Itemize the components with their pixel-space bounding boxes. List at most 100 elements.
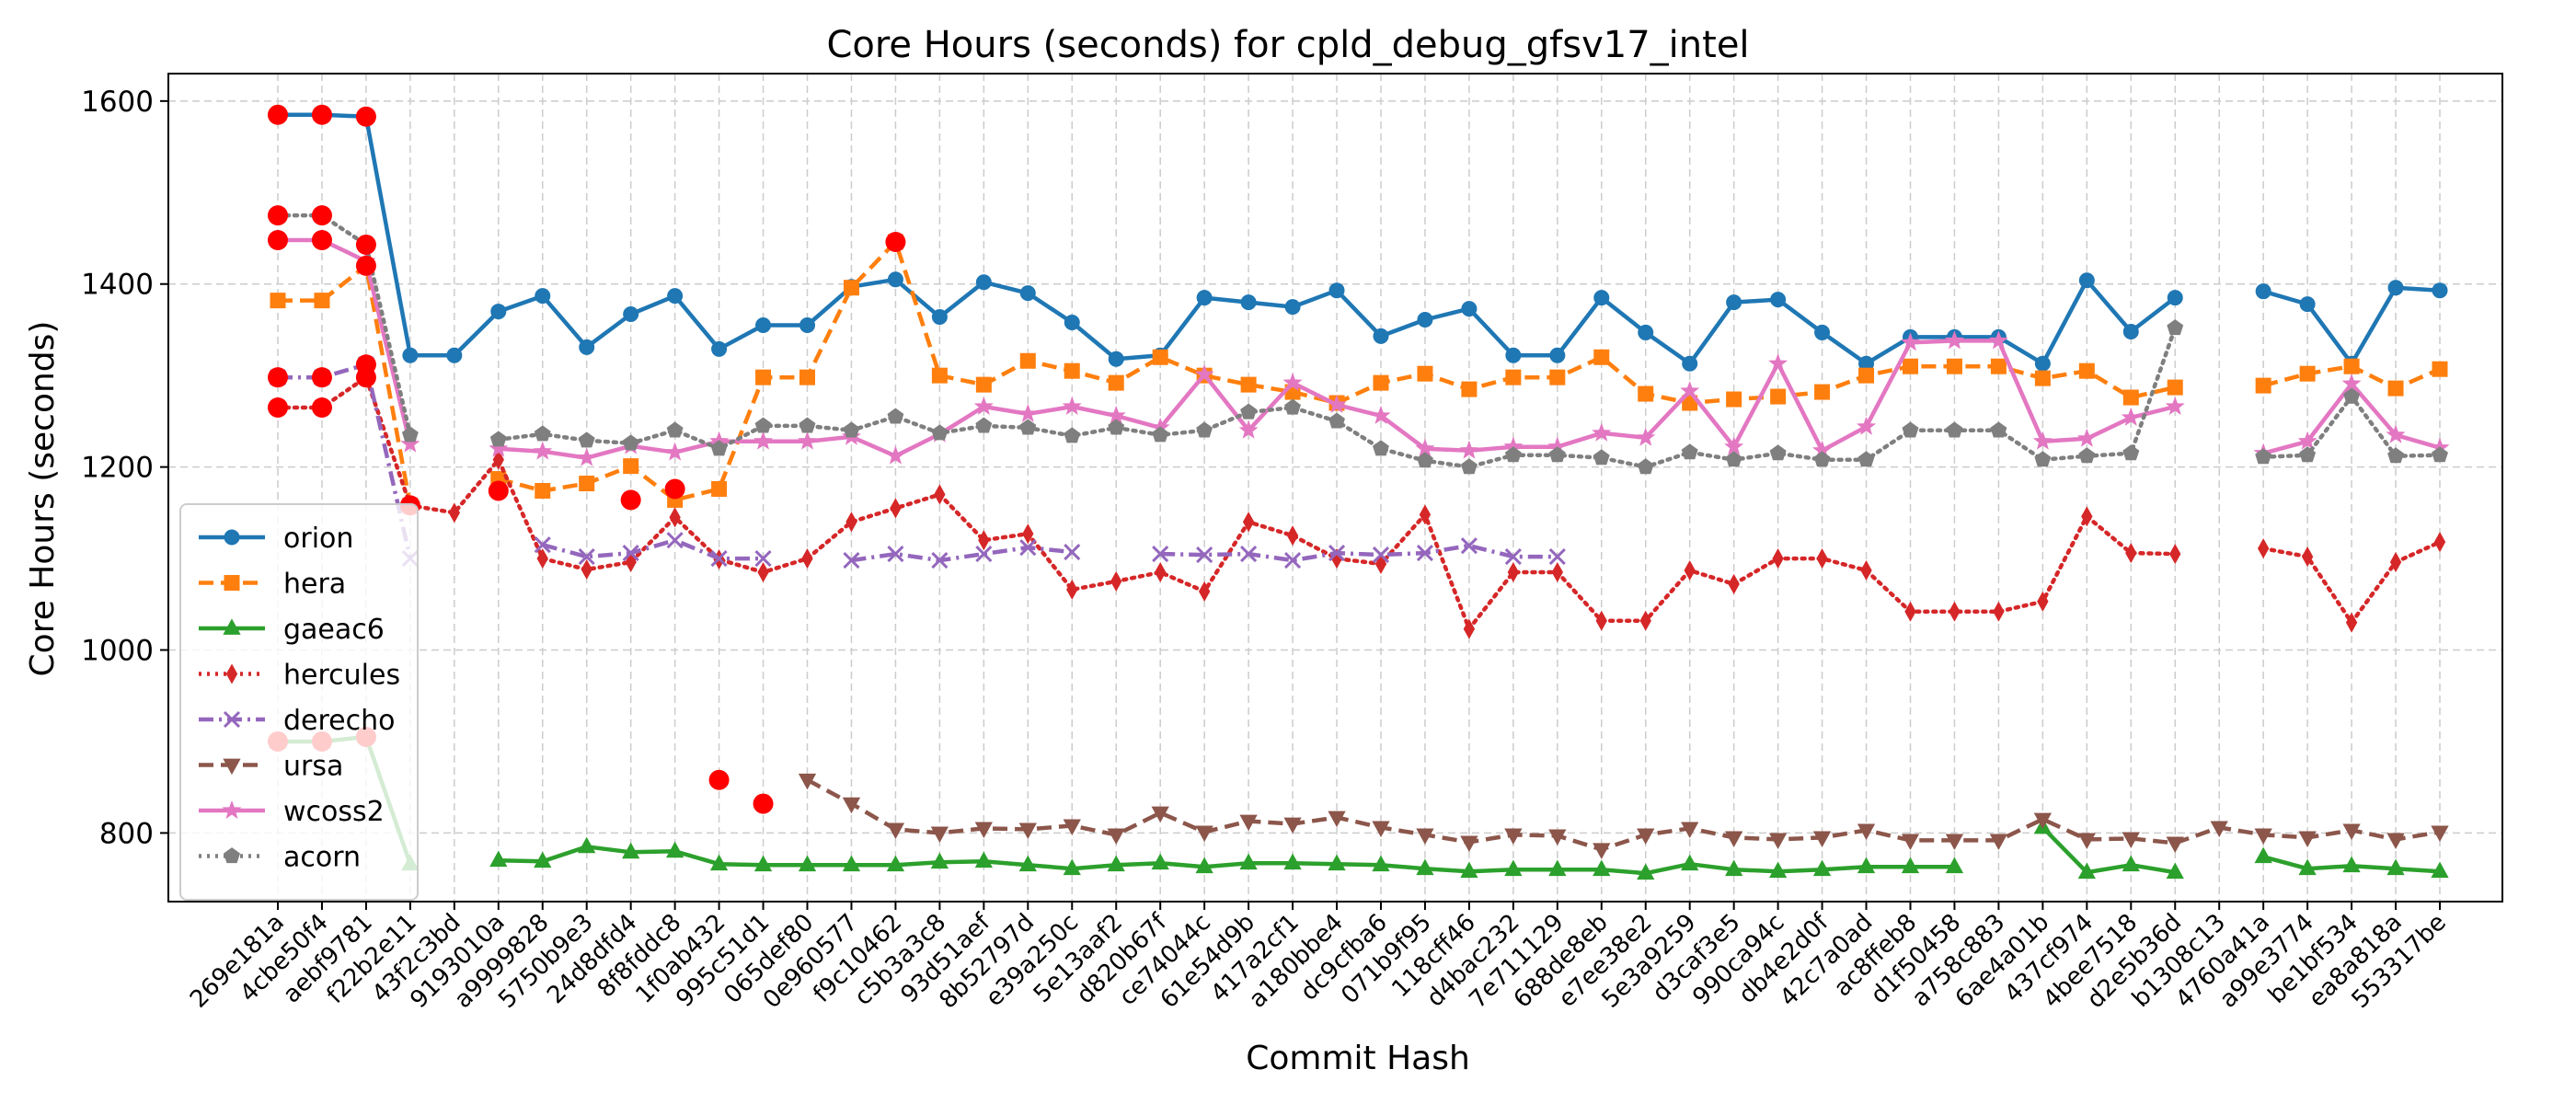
data-point — [710, 440, 728, 456]
series-line — [498, 845, 1955, 876]
y-tick-label: 1200 — [81, 452, 154, 485]
data-point — [225, 663, 238, 684]
data-point — [1463, 618, 1476, 639]
data-point — [1372, 855, 1390, 872]
data-point — [448, 502, 461, 523]
data-point — [1637, 828, 1655, 845]
data-point — [1857, 823, 1876, 841]
data-point — [2032, 431, 2053, 450]
data-point — [1373, 328, 1389, 344]
series-ursa — [798, 773, 2449, 859]
data-point — [622, 545, 639, 562]
data-point — [757, 561, 769, 583]
series-derecho — [269, 356, 1566, 569]
data-point — [1770, 292, 1787, 308]
data-point — [536, 548, 548, 569]
data-point — [843, 552, 860, 569]
y-axis-ticks: 800 1000 1200 1400 1600 — [81, 86, 168, 850]
y-axis-label: Core Hours (seconds) — [24, 321, 62, 677]
data-point — [890, 498, 902, 519]
data-point — [934, 484, 946, 505]
data-point — [1639, 610, 1651, 631]
data-point — [2033, 812, 2053, 830]
data-point — [1814, 384, 1831, 400]
data-point — [2167, 379, 2183, 396]
highlight-point — [620, 489, 641, 511]
data-point — [975, 274, 992, 291]
data-point — [446, 347, 463, 363]
highlight-point — [268, 397, 288, 418]
data-point — [666, 421, 684, 438]
data-point — [1904, 601, 1916, 622]
data-point — [931, 367, 948, 384]
data-point — [2122, 389, 2139, 406]
data-point — [1371, 405, 1391, 424]
data-point — [1064, 362, 1080, 379]
data-point — [1949, 601, 1961, 622]
data-point — [1460, 458, 1478, 475]
data-point — [578, 431, 595, 448]
series-line — [542, 537, 764, 561]
data-point — [1989, 834, 2008, 851]
data-point — [2122, 832, 2140, 849]
data-point — [1022, 523, 1034, 545]
data-point — [1374, 554, 1387, 575]
data-point — [753, 431, 774, 450]
highlight-point — [753, 793, 774, 814]
data-point — [1504, 828, 1523, 845]
data-point — [2078, 272, 2095, 289]
data-point — [799, 417, 816, 433]
data-point — [2343, 387, 2361, 404]
data-point — [1945, 834, 1964, 851]
data-point — [535, 288, 551, 305]
data-point — [1902, 421, 1919, 438]
data-point — [2433, 532, 2446, 553]
data-point — [1240, 294, 1257, 311]
data-point — [622, 842, 640, 859]
data-point — [1066, 579, 1078, 600]
chart-title: Core Hours (seconds) for cpld_debug_gfsv… — [826, 24, 1749, 66]
data-point — [2297, 431, 2317, 450]
data-point — [1284, 299, 1301, 316]
data-point — [2432, 282, 2448, 299]
data-point — [1195, 825, 1213, 843]
data-point — [1155, 561, 1167, 583]
data-point — [1504, 548, 1522, 566]
data-point — [710, 550, 728, 568]
data-point — [887, 408, 904, 424]
data-point — [2343, 358, 2360, 374]
data-point — [2077, 862, 2096, 880]
data-point — [222, 799, 242, 819]
data-point — [1638, 324, 1654, 340]
legend-label: wcoss2 — [283, 796, 385, 828]
data-point — [2387, 380, 2404, 397]
data-point — [1328, 811, 1346, 828]
data-point — [1726, 391, 1742, 408]
data-point — [2034, 370, 2051, 386]
highlight-point — [355, 106, 376, 127]
data-point — [402, 347, 419, 363]
data-point — [754, 417, 772, 433]
data-point — [667, 288, 684, 305]
data-point — [2081, 506, 2093, 527]
data-point — [1902, 358, 1918, 374]
data-point — [931, 309, 948, 326]
data-point — [978, 530, 990, 551]
data-point — [1107, 855, 1125, 872]
legend-label: ursa — [283, 751, 343, 783]
highlight-point — [708, 769, 730, 790]
data-point — [1944, 330, 1964, 350]
data-point — [534, 425, 551, 442]
data-point — [843, 280, 859, 296]
data-point — [1460, 861, 1478, 879]
data-point — [1242, 512, 1255, 533]
data-point — [1062, 396, 1082, 415]
data-point — [1549, 369, 1566, 385]
data-point — [2257, 538, 2270, 559]
data-point — [1416, 545, 1434, 562]
data-point — [753, 855, 773, 872]
data-point — [886, 822, 905, 840]
data-point — [799, 316, 816, 333]
legend: orion hera gaeac6 hercules derecho ursa wcoss2… — [179, 503, 419, 901]
